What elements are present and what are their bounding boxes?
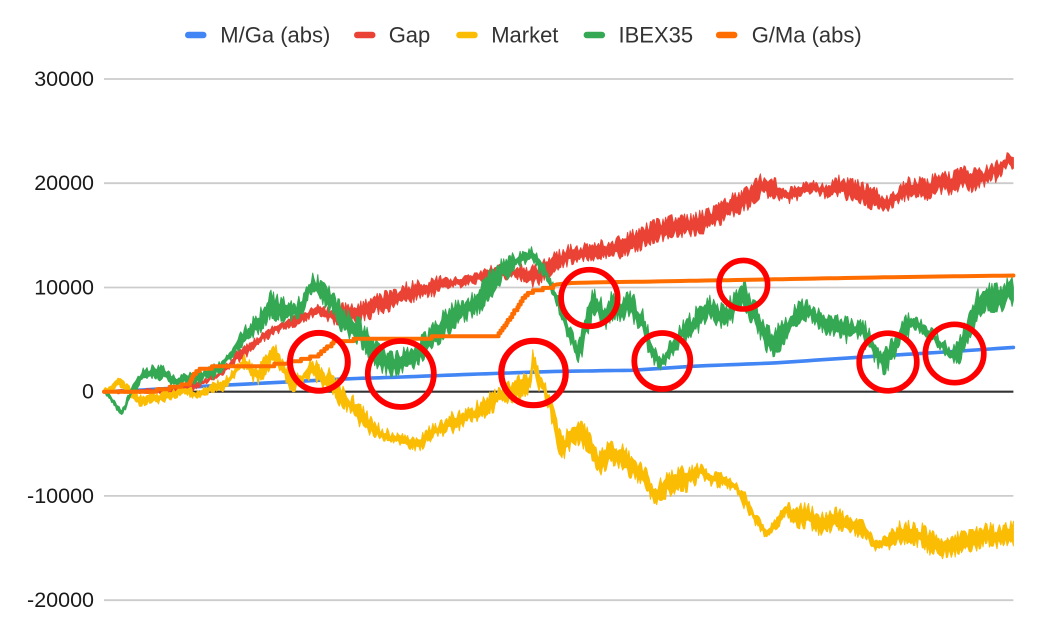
- svg-text:-10000: -10000: [27, 484, 94, 508]
- svg-text:IBEX35: IBEX35: [619, 23, 694, 48]
- svg-text:M/Ga (abs): M/Ga (abs): [220, 23, 330, 48]
- svg-text:20000: 20000: [34, 171, 94, 195]
- svg-text:10000: 10000: [34, 276, 94, 300]
- svg-text:0: 0: [82, 380, 94, 404]
- svg-text:-20000: -20000: [27, 588, 94, 612]
- svg-text:Gap: Gap: [389, 23, 431, 48]
- svg-text:Market: Market: [491, 23, 558, 48]
- svg-text:G/Ma (abs): G/Ma (abs): [752, 23, 862, 48]
- svg-text:30000: 30000: [34, 67, 94, 91]
